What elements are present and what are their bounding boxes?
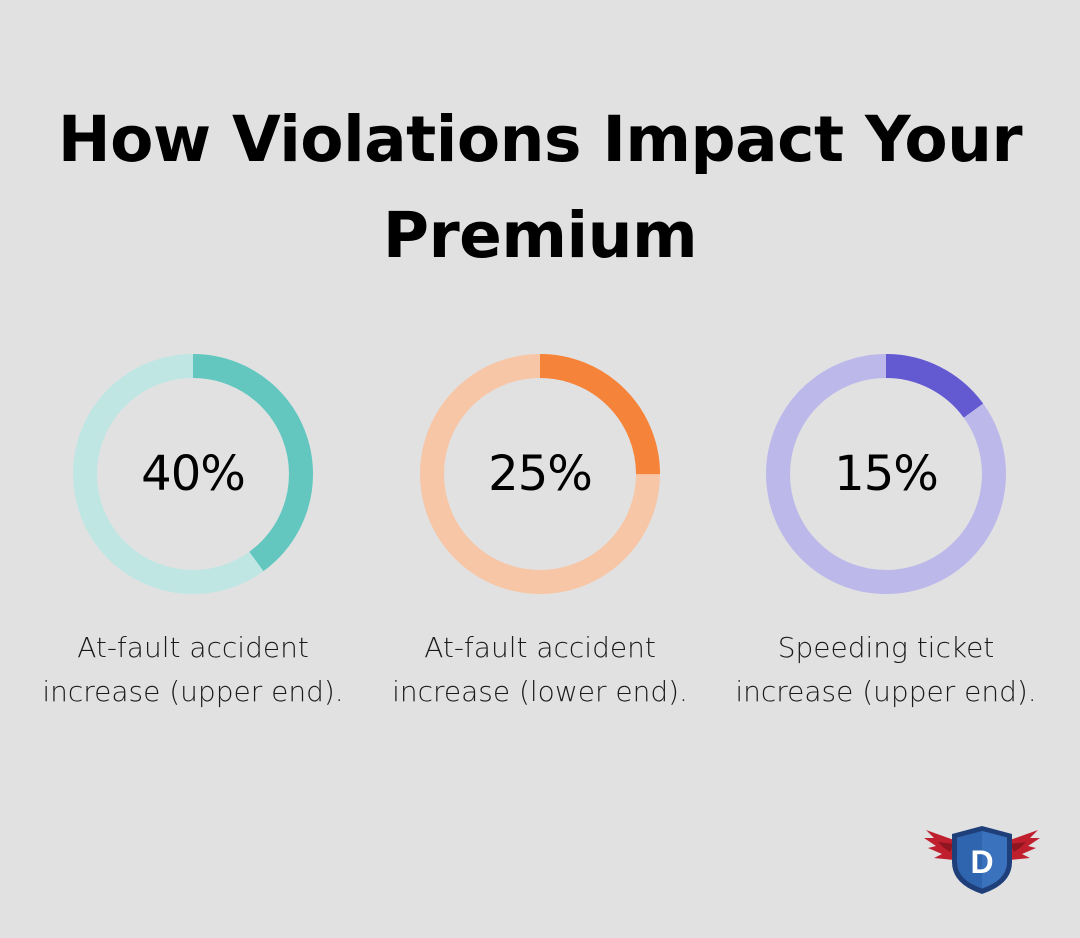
percent-label-2: 25% — [488, 446, 593, 502]
donut-chart-group: 40% At-fault accident increase (upper en… — [0, 350, 1080, 730]
percent-label-1: 40% — [141, 446, 246, 502]
caption-2: At-fault accident increase (lower end). — [360, 626, 720, 714]
shield-wings-logo: D — [924, 822, 1040, 896]
caption-1-line-2: increase (upper end). — [42, 675, 344, 708]
caption-1: At-fault accident increase (upper end). — [13, 626, 373, 714]
donut-svg-1 — [73, 354, 313, 594]
logo-letter: D — [970, 844, 993, 880]
donut-value-arc-2 — [420, 354, 660, 594]
caption-2-line-2: increase (lower end). — [392, 675, 688, 708]
left-wing-icon — [924, 830, 954, 860]
donut-svg-3 — [766, 354, 1006, 594]
donut-value-arc-3 — [766, 354, 1006, 594]
caption-3-line-2: increase (upper end). — [735, 675, 1037, 708]
donut-chart-3 — [765, 353, 1007, 595]
donut-chart-1 — [72, 353, 314, 595]
page-title: How Violations Impact Your Premium — [0, 92, 1080, 284]
caption-1-line-1: At-fault accident — [77, 631, 309, 664]
donut-chart-2 — [419, 353, 661, 595]
percent-label-3: 15% — [834, 446, 939, 502]
caption-3: Speeding ticket increase (upper end). — [706, 626, 1066, 714]
donut-value-arc-1 — [73, 354, 313, 594]
title-line-1: How Violations Impact Your — [57, 103, 1023, 176]
donut-svg-2 — [420, 354, 660, 594]
caption-3-line-1: Speeding ticket — [777, 631, 995, 664]
caption-2-line-1: At-fault accident — [424, 631, 656, 664]
right-wing-icon — [1010, 830, 1040, 860]
title-line-2: Premium — [382, 199, 698, 272]
